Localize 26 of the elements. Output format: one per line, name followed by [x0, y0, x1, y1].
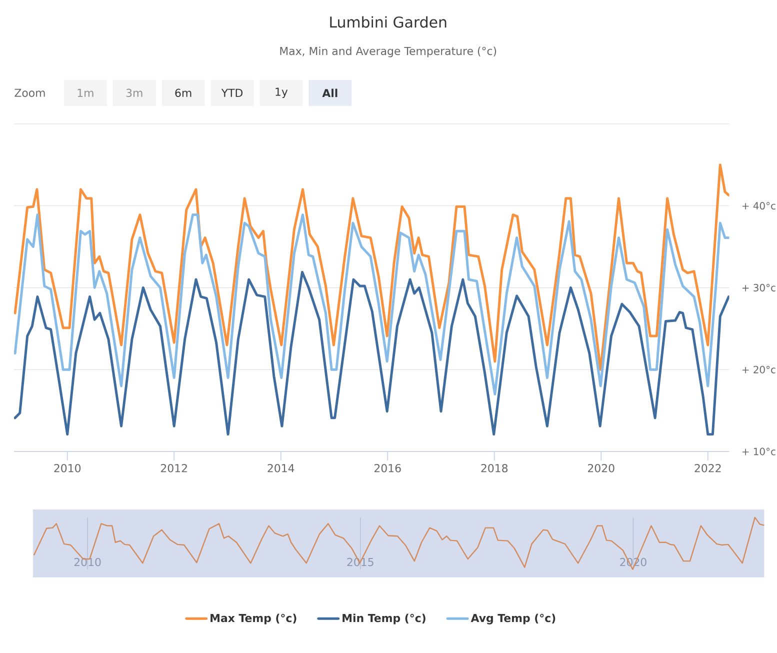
x-tick-label: 2022	[694, 464, 721, 472]
legend-label: Avg Temp (°c)	[470, 614, 556, 624]
x-tick-label: 2012	[160, 464, 187, 472]
text: 3m	[126, 88, 142, 97]
x-tick-label: 2014	[268, 464, 294, 472]
x-tick-label: 2010	[54, 464, 81, 472]
x-tick-label: 2020	[588, 464, 614, 472]
y-tick-label: + 10°c	[742, 448, 776, 456]
x-tick-label: 2016	[374, 464, 401, 472]
legend-label: Min Temp (°c)	[342, 614, 426, 624]
x-tick-label: 2018	[481, 464, 508, 472]
text: 1m	[78, 88, 94, 97]
line-series	[14, 270, 730, 436]
legend-label: Max Temp (°c)	[210, 614, 296, 624]
chart-subtitle: Max, Min and Average Temperature (°c)	[280, 46, 496, 58]
text: All	[322, 88, 338, 97]
chart-title: Lumbini Garden	[330, 16, 446, 28]
line-series	[14, 213, 730, 396]
text: Zoom	[14, 88, 45, 97]
text: YTD	[221, 88, 243, 97]
text: 1y	[276, 88, 288, 98]
y-tick-label: + 40°c	[742, 202, 776, 210]
y-tick-label: + 20°c	[742, 366, 776, 374]
y-tick-label: + 30°c	[742, 284, 776, 292]
text: 6m	[175, 88, 192, 97]
line-series	[14, 163, 730, 371]
